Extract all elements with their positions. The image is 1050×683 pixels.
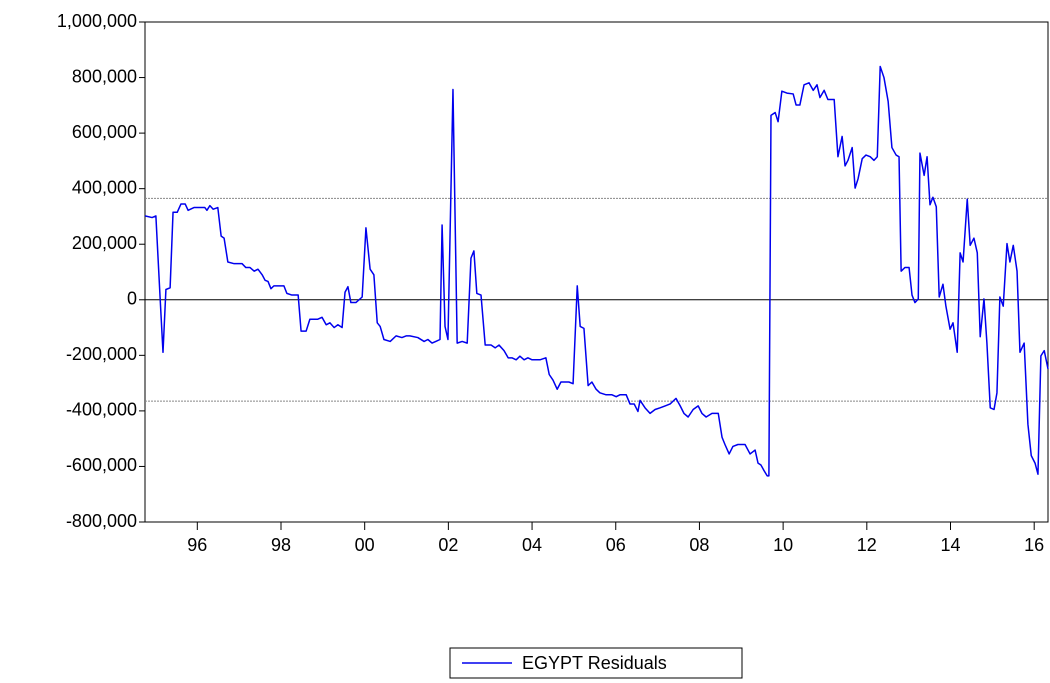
y-tick-label: 600,000 xyxy=(72,122,137,142)
y-tick-label: 1,000,000 xyxy=(57,11,137,31)
y-tick-label: -600,000 xyxy=(66,455,137,475)
y-tick-label: 200,000 xyxy=(72,233,137,253)
x-tick-label: 04 xyxy=(522,535,542,555)
y-tick-label: 400,000 xyxy=(72,177,137,197)
y-tick-label: -800,000 xyxy=(66,511,137,531)
legend-label: EGYPT Residuals xyxy=(522,653,667,673)
x-tick-label: 00 xyxy=(355,535,375,555)
x-tick-label: 96 xyxy=(187,535,207,555)
x-tick-label: 98 xyxy=(271,535,291,555)
x-tick-label: 14 xyxy=(940,535,960,555)
plot-frame xyxy=(144,21,1049,523)
x-tick-label: 06 xyxy=(606,535,626,555)
x-tick-label: 02 xyxy=(438,535,458,555)
y-tick-label: 800,000 xyxy=(72,66,137,86)
x-tick-label: 08 xyxy=(689,535,709,555)
y-tick-label: -200,000 xyxy=(66,344,137,364)
y-tick-label: -400,000 xyxy=(66,400,137,420)
y-tick-label: 0 xyxy=(127,289,137,309)
x-tick-label: 12 xyxy=(857,535,877,555)
x-tick-label: 16 xyxy=(1024,535,1044,555)
series-line xyxy=(144,65,1049,477)
x-tick-label: 10 xyxy=(773,535,793,555)
